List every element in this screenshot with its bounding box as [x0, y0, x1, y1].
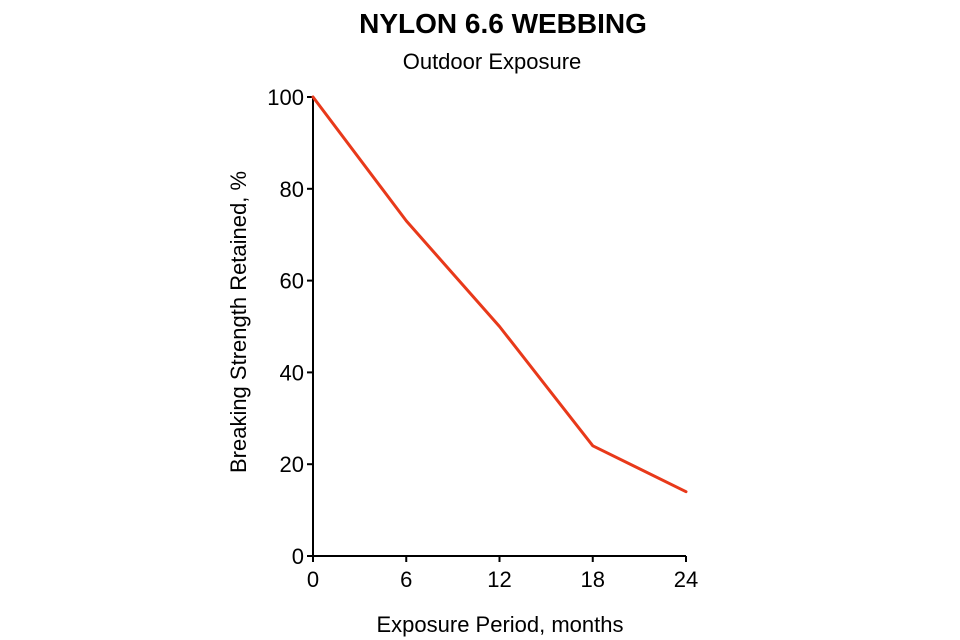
x-axis-ticks: 0 6 12 18 24 — [307, 556, 698, 592]
x-tick-label: 24 — [674, 567, 698, 592]
y-tick-label: 40 — [280, 360, 304, 385]
y-tick-label: 60 — [280, 269, 304, 294]
x-tick-label: 12 — [487, 567, 511, 592]
series-layer — [311, 95, 688, 494]
y-tick-label: 100 — [267, 85, 304, 110]
y-tick-label: 20 — [280, 452, 304, 477]
x-tick-label: 18 — [581, 567, 605, 592]
y-axis-ticks: 0 20 40 60 80 100 — [267, 85, 313, 569]
y-axis-label: Breaking Strength Retained, % — [226, 171, 251, 473]
series-line — [311, 95, 688, 494]
y-tick-label: 0 — [292, 544, 304, 569]
chart-subtitle: Outdoor Exposure — [403, 49, 582, 74]
x-tick-label: 0 — [307, 567, 319, 592]
chart-title: NYLON 6.6 WEBBING — [359, 8, 647, 39]
y-tick-label: 80 — [280, 177, 304, 202]
x-axis-label: Exposure Period, months — [376, 612, 623, 637]
x-tick-label: 6 — [400, 567, 412, 592]
